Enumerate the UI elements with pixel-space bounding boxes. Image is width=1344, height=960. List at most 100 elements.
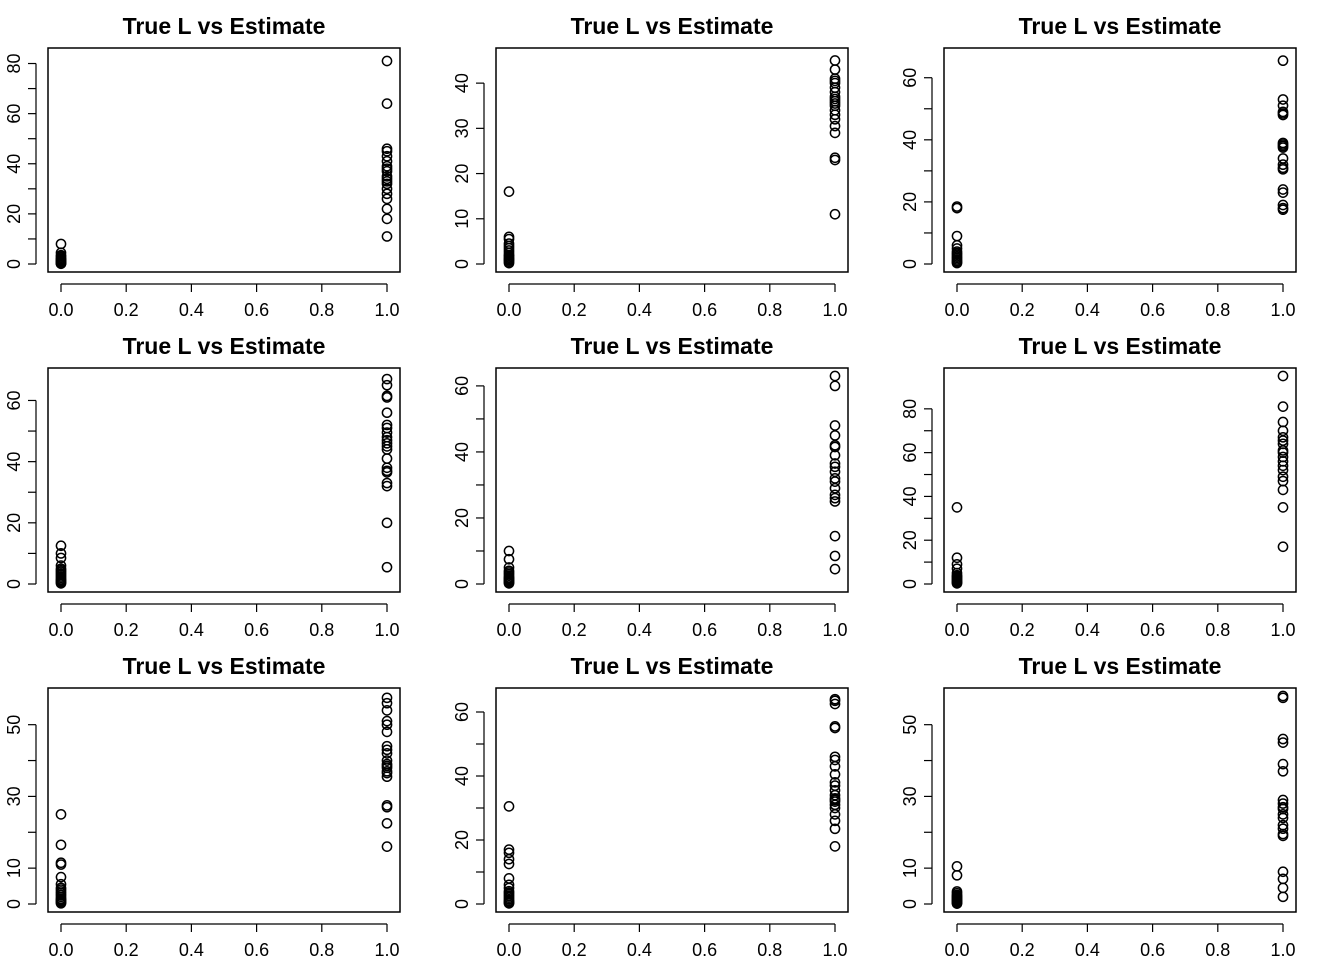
data-point — [381, 150, 393, 162]
data-point — [829, 120, 841, 132]
data-point — [829, 370, 841, 382]
x-tick-label: 0.8 — [757, 620, 782, 640]
y-tick-label: 20 — [900, 530, 920, 550]
data-point — [55, 258, 67, 270]
data-point — [1277, 159, 1289, 171]
y-tick-label: 0 — [4, 579, 24, 589]
x-tick-label: 1.0 — [374, 620, 399, 640]
y-tick-label: 60 — [900, 68, 920, 88]
data-point — [381, 155, 393, 167]
x-tick-label: 0.2 — [1010, 620, 1035, 640]
data-point — [381, 744, 393, 756]
x-tick-label: 0.0 — [48, 300, 73, 320]
x-tick-label: 0.0 — [944, 300, 969, 320]
data-point — [381, 407, 393, 419]
x-tick-label: 0.2 — [114, 940, 139, 960]
data-point — [1277, 55, 1289, 67]
data-point — [829, 476, 841, 488]
x-tick-label: 0.2 — [562, 940, 587, 960]
data-point — [381, 419, 393, 431]
data-point — [1277, 139, 1289, 150]
data-point — [829, 550, 841, 562]
y-tick-label: 20 — [452, 164, 472, 184]
data-point — [829, 420, 841, 431]
data-point — [829, 769, 841, 780]
x-tick-label: 0.8 — [309, 620, 334, 640]
data-point — [381, 392, 393, 403]
data-point — [829, 380, 841, 392]
y-tick-label: 40 — [900, 486, 920, 506]
data-point — [829, 55, 841, 66]
y-tick-label: 20 — [452, 508, 472, 528]
data-point — [1277, 447, 1289, 458]
data-point — [1277, 460, 1289, 472]
data-point — [829, 695, 841, 707]
data-point — [55, 238, 67, 250]
y-tick-label: 0 — [900, 259, 920, 269]
x-tick-label: 0.8 — [1205, 300, 1230, 320]
data-point — [829, 154, 841, 166]
data-point — [503, 858, 515, 870]
data-point — [1277, 370, 1289, 382]
x-tick-label: 0.6 — [244, 620, 269, 640]
x-tick-label: 0.0 — [496, 300, 521, 320]
plot-frame — [943, 687, 1297, 913]
data-point — [381, 193, 393, 205]
y-tick-label: 20 — [900, 192, 920, 212]
data-point — [381, 178, 393, 190]
x-tick-label: 0.6 — [1140, 620, 1165, 640]
scatter-panel: True L vs Estimate 0.0 0.2 0.4 0.6 0.8 1.0 0 20 4… — [900, 333, 1297, 640]
data-point — [381, 467, 393, 478]
data-point — [381, 55, 393, 67]
x-tick-label: 1.0 — [822, 300, 847, 320]
x-tick-label: 0.2 — [1010, 940, 1035, 960]
data-point — [1277, 187, 1289, 198]
data-point — [829, 113, 841, 125]
data-point — [381, 98, 393, 109]
data-point — [1277, 416, 1289, 428]
data-point — [381, 427, 393, 438]
chart-title: True L vs Estimate — [1019, 13, 1222, 39]
data-point — [381, 517, 393, 529]
chart-title: True L vs Estimate — [1019, 653, 1222, 679]
data-point — [381, 373, 393, 385]
data-point — [1277, 199, 1289, 211]
data-point — [381, 740, 393, 752]
data-point — [1277, 798, 1289, 809]
plot-frame — [495, 687, 849, 913]
data-point — [503, 801, 515, 812]
scatter-panel: True L vs Estimate 0.0 0.2 0.4 0.6 0.8 1.0 0 10 3… — [900, 653, 1297, 960]
data-point — [55, 578, 67, 589]
data-point — [381, 165, 393, 177]
data-point — [829, 77, 841, 89]
data-point — [381, 453, 393, 464]
chart-title: True L vs Estimate — [571, 333, 774, 359]
data-point — [503, 853, 515, 865]
data-point — [829, 815, 841, 827]
data-point — [951, 552, 963, 564]
y-tick-label: 20 — [452, 830, 472, 850]
data-point — [829, 93, 841, 105]
scatter-panel: True L vs Estimate 0.0 0.2 0.4 0.6 0.8 1.0 0 20 4… — [452, 333, 849, 640]
data-point — [829, 841, 841, 852]
data-point — [1277, 823, 1289, 835]
x-tick-label: 1.0 — [1270, 940, 1295, 960]
y-tick-label: 40 — [900, 130, 920, 150]
data-point — [381, 765, 393, 777]
chart-title: True L vs Estimate — [123, 333, 326, 359]
data-point — [951, 202, 963, 214]
x-tick-label: 0.6 — [244, 940, 269, 960]
data-point — [55, 897, 67, 909]
data-point — [381, 692, 393, 704]
x-tick-label: 0.4 — [179, 940, 204, 960]
data-point — [1277, 401, 1289, 413]
scatter-panel: True L vs Estimate 0.0 0.2 0.4 0.6 0.8 1.0 0 20 4… — [4, 13, 401, 320]
data-point — [951, 898, 963, 909]
data-point — [55, 540, 67, 552]
data-point — [1277, 866, 1289, 878]
y-tick-label: 0 — [452, 259, 472, 269]
data-point — [951, 869, 963, 881]
x-tick-label: 0.6 — [692, 300, 717, 320]
plot-frame — [495, 47, 849, 273]
